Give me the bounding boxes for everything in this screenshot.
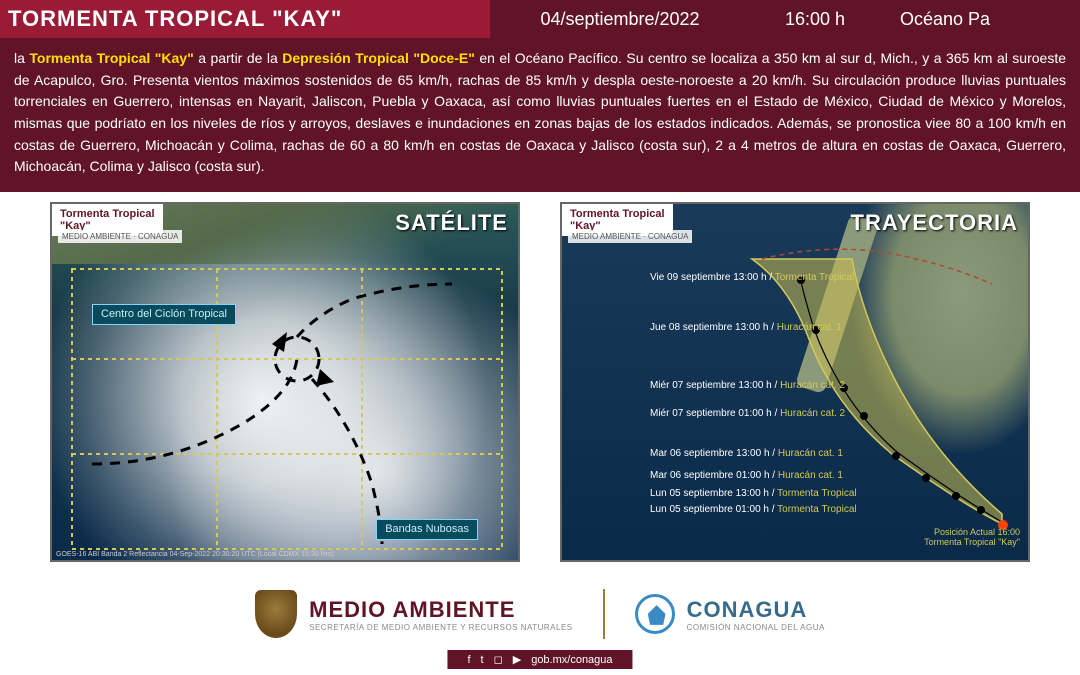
- highlight-origin-name: Depresión Tropical "Doce-E": [282, 50, 475, 66]
- forecast-row: Lun 05 septiembre 01:00 h / Tormenta Tro…: [650, 504, 857, 515]
- tag-cyclone-center: Centro del Ciclón Tropical: [92, 304, 236, 325]
- report-time: 16:00 h: [750, 0, 880, 38]
- satellite-title: SATÉLITE: [395, 210, 508, 236]
- satellite-panel: Tormenta Tropical "Kay" MEDIO AMBIENTE ·…: [50, 202, 520, 562]
- instagram-icon: ◻: [494, 653, 503, 666]
- origin-pos: Posición Actual 16:00: [934, 527, 1020, 537]
- summary-rest: en el Océano Pacífico. Su centro se loca…: [14, 50, 1066, 174]
- trajectory-logos: MEDIO AMBIENTE · CONAGUA: [568, 230, 692, 243]
- forecast-row: Mar 06 septiembre 01:00 h / Huracán cat.…: [650, 470, 843, 481]
- youtube-icon: ▶: [513, 653, 521, 666]
- water-drop-icon: [635, 594, 675, 634]
- satellite-logos: MEDIO AMBIENTE · CONAGUA: [58, 230, 182, 243]
- agency1-sub: SECRETARÍA DE MEDIO AMBIENTE Y RECURSOS …: [309, 623, 573, 632]
- tag-cloud-bands: Bandas Nubosas: [376, 519, 478, 540]
- agency-medio-ambiente: MEDIO AMBIENTE SECRETARÍA DE MEDIO AMBIE…: [255, 590, 573, 638]
- forecast-row: Lun 05 septiembre 13:00 h / Tormenta Tro…: [650, 488, 857, 499]
- trajectory-title: TRAYECTORIA: [851, 210, 1018, 236]
- forecast-row: Miér 07 septiembre 01:00 h / Huracán cat…: [650, 408, 845, 419]
- forecast-row: Mar 06 septiembre 13:00 h / Huracán cat.…: [650, 448, 843, 459]
- social-bar: f t ◻ ▶ gob.mx/conagua: [447, 650, 632, 669]
- agency-conagua: CONAGUA COMISIÓN NACIONAL DEL AGUA: [635, 594, 825, 634]
- report-date: 04/septiembre/2022: [490, 0, 750, 38]
- agency2-name: CONAGUA: [687, 597, 825, 623]
- footer-divider: [603, 589, 605, 639]
- summary-text: la Tormenta Tropical "Kay" a partir de l…: [0, 38, 1080, 192]
- forecast-row: Jue 08 septiembre 13:00 h / Huracán cat.…: [650, 322, 842, 333]
- twitter-icon: t: [481, 654, 484, 666]
- storm-title: TORMENTA TROPICAL "KAY": [0, 0, 490, 38]
- satellite-overlay: [52, 204, 518, 560]
- origin-name: Tormenta Tropical "Kay": [924, 537, 1020, 547]
- summary-mid: a partir de la: [194, 50, 283, 66]
- forecast-row: Miér 07 septiembre 13:00 h / Huracán cat…: [650, 380, 845, 391]
- trajectory-panel: Tormenta Tropical "Kay" MEDIO AMBIENTE ·…: [560, 202, 1030, 562]
- report-region: Océano Pa: [880, 0, 1080, 38]
- summary-pre: la: [14, 50, 29, 66]
- facebook-icon: f: [467, 654, 470, 666]
- agency1-name: MEDIO AMBIENTE: [309, 597, 573, 623]
- forecast-row: Vie 09 septiembre 13:00 h / Tormenta Tro…: [650, 272, 854, 283]
- footer: MEDIO AMBIENTE SECRETARÍA DE MEDIO AMBIE…: [0, 562, 1080, 652]
- agency2-sub: COMISIÓN NACIONAL DEL AGUA: [687, 623, 825, 632]
- mexico-shield-icon: [255, 590, 297, 638]
- header-bar: TORMENTA TROPICAL "KAY" 04/septiembre/20…: [0, 0, 1080, 38]
- satellite-source: GOES-16 ABI Banda 2 Reflectancia 04-Sep-…: [56, 551, 334, 558]
- highlight-storm-name: Tormenta Tropical "Kay": [29, 50, 193, 66]
- current-position-label: Posición Actual 16:00 Tormenta Tropical …: [924, 527, 1020, 549]
- maps-row: Tormenta Tropical "Kay" MEDIO AMBIENTE ·…: [0, 192, 1080, 562]
- social-url: gob.mx/conagua: [531, 654, 612, 666]
